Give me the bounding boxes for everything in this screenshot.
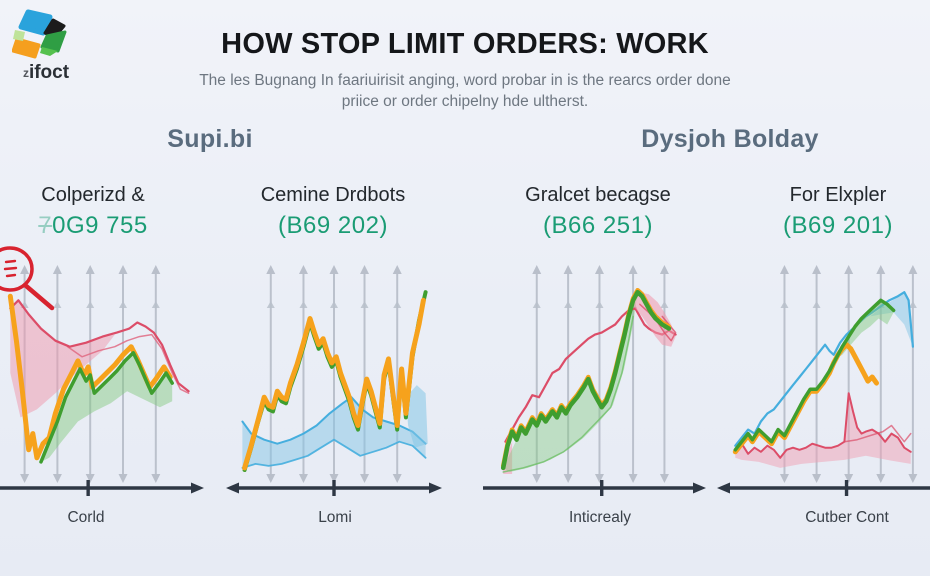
- series-blue-band: [242, 397, 426, 468]
- series-orange-line: [242, 297, 426, 471]
- panel-value-1-prefix: 7: [38, 212, 53, 239]
- chart-panel-3: [483, 265, 706, 496]
- series-pink-band: [10, 300, 115, 418]
- brand-name: zifoct: [0, 62, 92, 84]
- series-pink-band: [735, 393, 911, 468]
- series-green-band: [503, 292, 638, 472]
- brand-name-text: ifoct: [28, 62, 70, 83]
- panel-value-1: 70G9 755: [3, 212, 183, 240]
- series-red-line-secondary: [66, 333, 190, 394]
- page-subtitle-line2: priice or order chipelny hde ultherst.: [341, 93, 589, 110]
- panel-heading-1: Colperizd &: [41, 184, 145, 206]
- series-blue-line-upper: [241, 396, 427, 445]
- red-magnifier-annotation-icon: [0, 246, 55, 311]
- series-green-thin-diagonal: [502, 315, 634, 473]
- section-header-right: Dysjoh Bolday: [641, 125, 819, 153]
- page-subtitle: The les Bugnang In faariuirisit anging, …: [95, 70, 835, 112]
- series-red-line: [504, 307, 677, 443]
- series-green-band: [41, 352, 173, 462]
- brand-prefix: z: [22, 66, 29, 80]
- page-subtitle-line1: The les Bugnang In faariuirisit anging, …: [199, 72, 731, 89]
- section-header-left: Supi.bi: [167, 125, 253, 153]
- chart-panel-1: [0, 265, 204, 496]
- panel-value-2: (B69 202): [278, 212, 388, 239]
- axis-label-4: Cutber Cont: [805, 509, 889, 526]
- panel-heading-2: Cemine Drdbots: [260, 184, 406, 206]
- series-pink-line: [734, 392, 912, 459]
- panel-heading-3: Gralcet becagse: [525, 184, 671, 206]
- series-pink-line-secondary: [843, 424, 912, 443]
- panel-heading-4: For Elxpler: [789, 184, 887, 206]
- axis-label-2: Lomi: [318, 509, 352, 526]
- brand-logo-icon: [12, 9, 67, 59]
- series-blue-patch-top: [870, 292, 913, 347]
- series-green-band: [835, 300, 894, 359]
- axis-label-1: Corld: [67, 509, 105, 526]
- series-green-line: [733, 298, 896, 452]
- series-blue-line-lower: [241, 438, 427, 469]
- chart-panel-4: [717, 265, 930, 496]
- panel-value-4: (B69 201): [783, 212, 893, 239]
- series-green-line: [500, 289, 672, 471]
- series-green-line: [39, 351, 174, 464]
- series-blue-line: [734, 291, 914, 447]
- series-blue-patch-right: [405, 385, 428, 448]
- series-red-line: [9, 299, 190, 393]
- panel-value-3: (B66 251): [543, 212, 653, 239]
- panel-value-1-text: 0G9 755: [52, 212, 148, 239]
- axis-label-3: Inticrealy: [568, 509, 632, 526]
- chart-panel-2: [226, 265, 442, 496]
- page-title: HOW STOP LIMIT ORDERS: WORK: [221, 28, 709, 60]
